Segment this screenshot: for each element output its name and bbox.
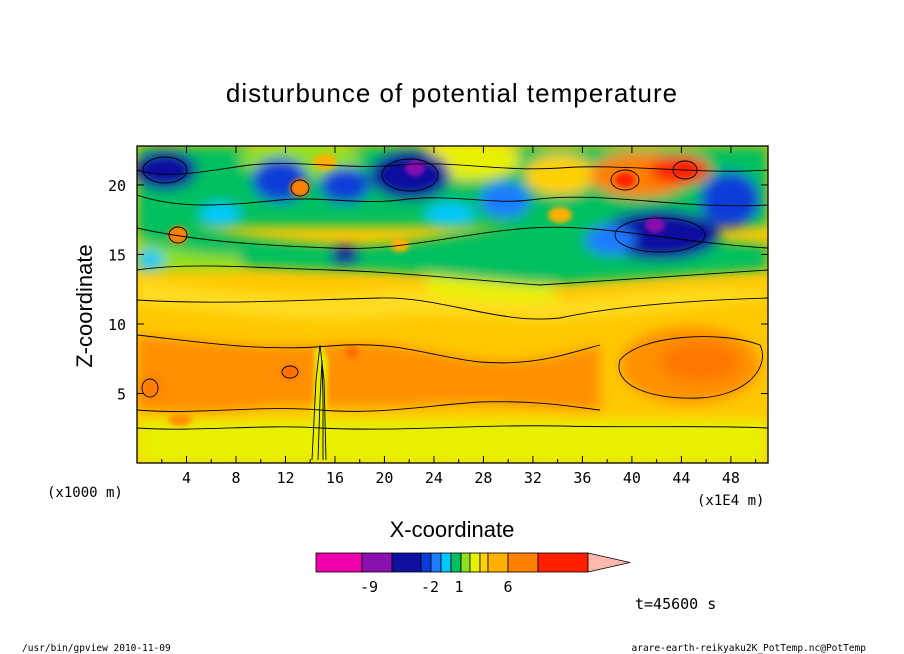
colorbar-segment [440,552,452,573]
x-axis: 4 8 12 16 20 24 28 32 36 40 44 48 [161,146,757,487]
colorbar-segment [469,552,481,573]
time-label: t=45600 s [635,595,716,613]
y-axis-unit: (x1000 m) [47,485,123,501]
footer-left: /usr/bin/gpview 2010-11-09 [22,643,171,654]
x-tick-label: 48 [722,469,740,487]
colorbar-tick-label: -2 [421,578,439,596]
x-tick-label: 20 [375,469,393,487]
x-tick-label: 12 [276,469,294,487]
y-tick-label: 10 [108,316,126,334]
x-axis-label: X-coordinate [390,517,515,542]
x-tick-label: 16 [326,469,344,487]
heatmap-field [137,146,768,463]
colorbar-segment [537,552,589,573]
colorbar-tick-label: 6 [503,578,512,596]
y-axis: 5 10 15 20 [108,177,768,403]
x-axis-unit: (x1E4 m) [697,493,764,509]
x-tick-label: 4 [182,469,191,487]
chart-title: disturbunce of potential temperature [226,78,678,108]
footer-right: arare-earth-reikyaku2K_PotTemp.nc@PotTem… [632,643,867,654]
x-tick-label: 32 [524,469,542,487]
colorbar-segment [361,552,393,573]
y-tick-label: 5 [117,385,126,403]
colorbar-segment [460,552,471,573]
y-tick-label: 20 [108,177,126,195]
colorbar-segment [487,552,509,573]
x-tick-label: 36 [573,469,591,487]
colorbar-segment [315,552,363,573]
colorbar: -9 -2 1 6 [315,552,631,596]
x-tick-label: 28 [474,469,492,487]
x-tick-label: 24 [425,469,443,487]
colorbar-segment [420,552,432,573]
colorbar-segment [391,552,422,573]
colorbar-tick-label: 1 [454,578,463,596]
colorbar-segment [430,552,442,573]
colorbar-tick-label: -9 [360,578,378,596]
y-tick-label: 15 [108,246,126,264]
colorbar-extend-arrow [587,552,631,573]
x-tick-label: 40 [623,469,641,487]
plot-frame [136,145,769,464]
colorbar-segment [507,552,539,573]
colorbar-segment [479,552,489,573]
colorbar-segment [450,552,462,573]
y-axis-label: Z-coordinate [72,244,97,368]
x-tick-label: 44 [672,469,690,487]
x-tick-label: 8 [231,469,240,487]
